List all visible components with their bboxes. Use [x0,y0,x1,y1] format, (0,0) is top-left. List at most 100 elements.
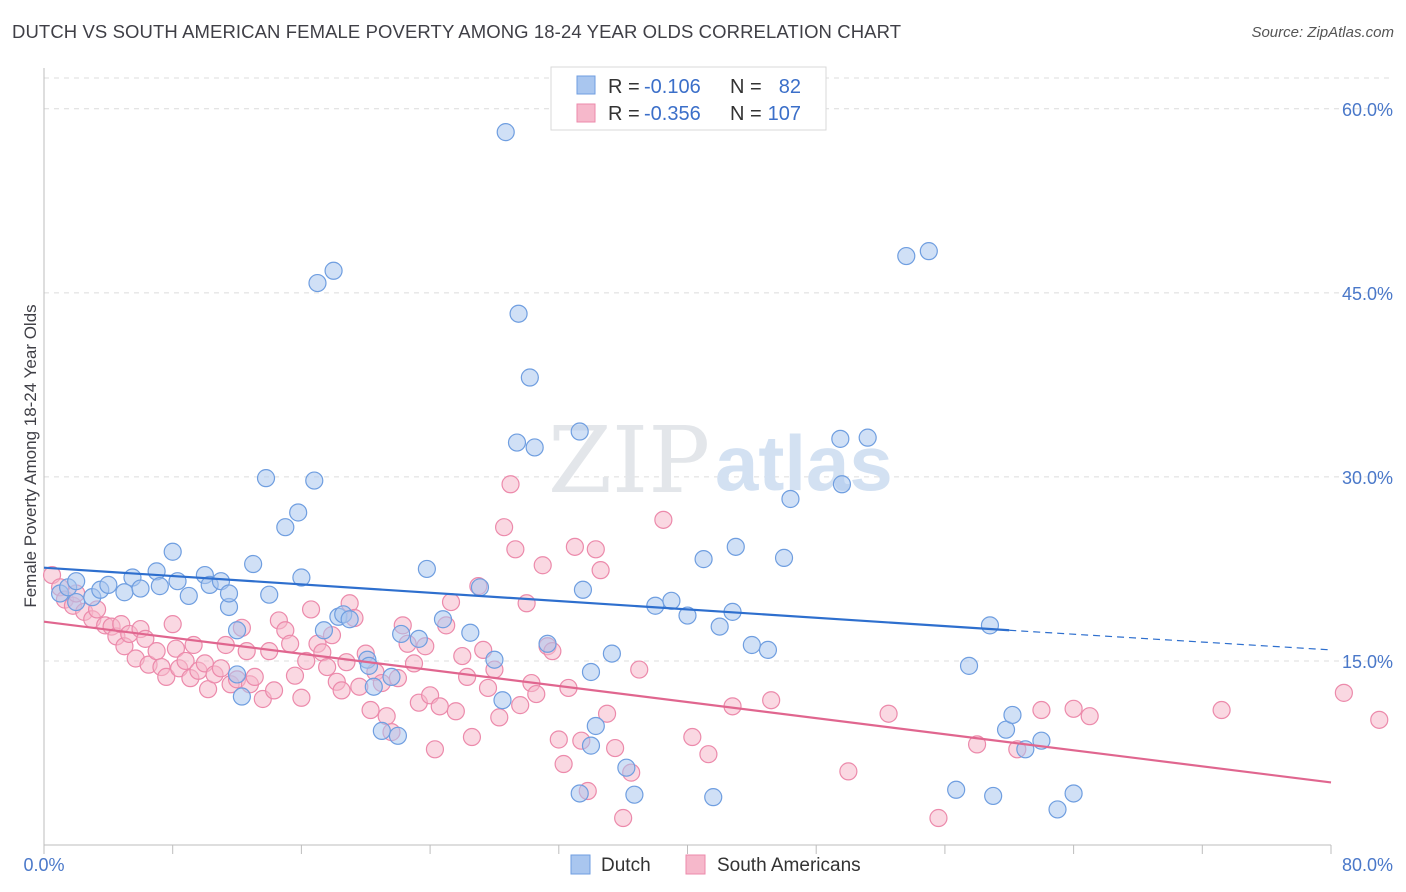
dutch-point-22 [232,687,251,706]
south-americans-point-86 [501,475,520,494]
dutch-point-63 [694,550,713,569]
south-americans-point-91 [527,684,546,704]
dutch-point-87 [570,784,589,803]
south-americans-point-72 [425,740,445,759]
south-americans-point-101 [586,540,605,559]
dutch-point-46 [485,650,504,669]
trend-lines [43,566,1332,784]
x-tick-label-max: 80.0% [1342,855,1393,875]
south-americans-point-22 [166,639,186,658]
chart-title: DUTCH VS SOUTH AMERICAN FEMALE POVERTY A… [12,21,902,42]
south-americans-point-108 [654,510,673,529]
legend-r-label-south-americans: R = [608,103,640,125]
legend-swatch-south-americans [576,103,596,123]
south-americans-point-89 [517,594,536,613]
bottom-legend-south-americans: South Americans [717,855,861,876]
dutch-point-12 [163,542,182,561]
dutch-point-67 [742,635,761,655]
y-tick-label-2: 45.0% [1342,284,1393,304]
south-americans-point-122 [1334,683,1353,702]
dutch-trend-line [43,566,1010,632]
grid-lines [44,77,1392,662]
south-americans-point-88 [511,696,530,715]
legend-n-value-south-americans: 107 [768,103,801,125]
dutch-point-3 [67,572,86,591]
dutch-point-53 [570,422,589,441]
dutch-point-54 [573,580,593,599]
south-americans-point-84 [490,708,509,727]
south-americans-point-73 [430,697,449,716]
dutch-point-28 [292,568,311,587]
south-americans-point-75 [441,592,461,612]
dutch-point-42 [417,559,436,579]
south-americans-point-120 [1080,707,1099,726]
y-tick-label-1: 30.0% [1342,468,1393,488]
south-americans-point-47 [297,651,316,671]
south-americans-point-103 [597,704,617,723]
south-americans-point-105 [614,808,633,828]
south-americans-point-20 [157,667,176,687]
south-americans-point-79 [462,727,482,747]
dutch-point-83 [1048,800,1067,819]
south-americans-point-123 [1370,710,1389,729]
y-axis-label: Female Poverty Among 18-24 Year Olds [21,304,40,607]
dutch-point-29 [305,471,324,490]
legend-n-label-south-americans: N = [730,103,762,125]
dutch-point-69 [774,548,794,567]
south-americans-point-114 [879,704,898,723]
dutch-point-48 [507,433,527,452]
south-americans-points [42,475,1389,828]
south-americans-point-77 [453,646,472,666]
dutch-points [50,123,1083,819]
dutch-point-36 [364,677,383,696]
dutch-point-20 [227,621,247,640]
dutch-point-75 [919,242,938,261]
south-americans-point-78 [458,667,477,687]
south-americans-point-107 [630,660,649,679]
south-americans-point-54 [332,681,351,700]
dutch-point-61 [662,591,681,610]
dutch-point-72 [858,428,877,447]
y-tick-label-3: 60.0% [1342,100,1393,120]
south-americans-point-60 [361,700,380,720]
dutch-trend-extension [1009,629,1332,651]
dutch-point-9 [131,579,150,598]
dutch-point-14 [179,586,198,606]
south-americans-point-98 [565,537,584,556]
dutch-point-21 [227,665,247,684]
legend-r-value-dutch: -0.106 [644,76,701,98]
dutch-point-85 [984,786,1003,806]
south-americans-point-51 [318,657,337,677]
south-americans-point-18 [147,642,166,661]
dutch-point-52 [525,438,544,457]
dutch-point-77 [959,656,979,675]
dutch-point-71 [831,429,850,448]
south-americans-point-45 [285,666,305,685]
south-americans-point-113 [839,762,858,781]
dutch-point-44 [461,623,480,642]
south-americans-point-48 [301,600,321,619]
dutch-point-41 [409,629,428,648]
dutch-point-6 [99,575,118,594]
dutch-point-57 [602,644,621,663]
south-americans-point-119 [1064,699,1083,718]
bottom-legend-swatch-south-americans [685,854,706,875]
legend-swatch-dutch [576,75,596,95]
dutch-point-64 [710,617,729,636]
dutch-point-43 [433,610,453,629]
dutch-point-78 [980,616,1000,635]
south-americans-point-55 [337,653,356,672]
south-americans-point-92 [533,556,552,575]
south-americans-point-112 [762,691,781,710]
dutch-point-19 [219,584,239,603]
dutch-point-30 [314,621,334,640]
dutch-point-74 [897,246,916,266]
dutch-point-55 [581,662,601,682]
legend-n-label-dutch: N = [730,76,762,98]
dutch-point-25 [260,585,279,604]
source-label: Source: ZipAtlas.com [1251,24,1394,41]
dutch-point-50 [509,304,528,323]
south-americans-point-116 [967,735,987,754]
south-americans-point-24 [176,651,195,671]
south-americans-point-21 [163,615,182,634]
